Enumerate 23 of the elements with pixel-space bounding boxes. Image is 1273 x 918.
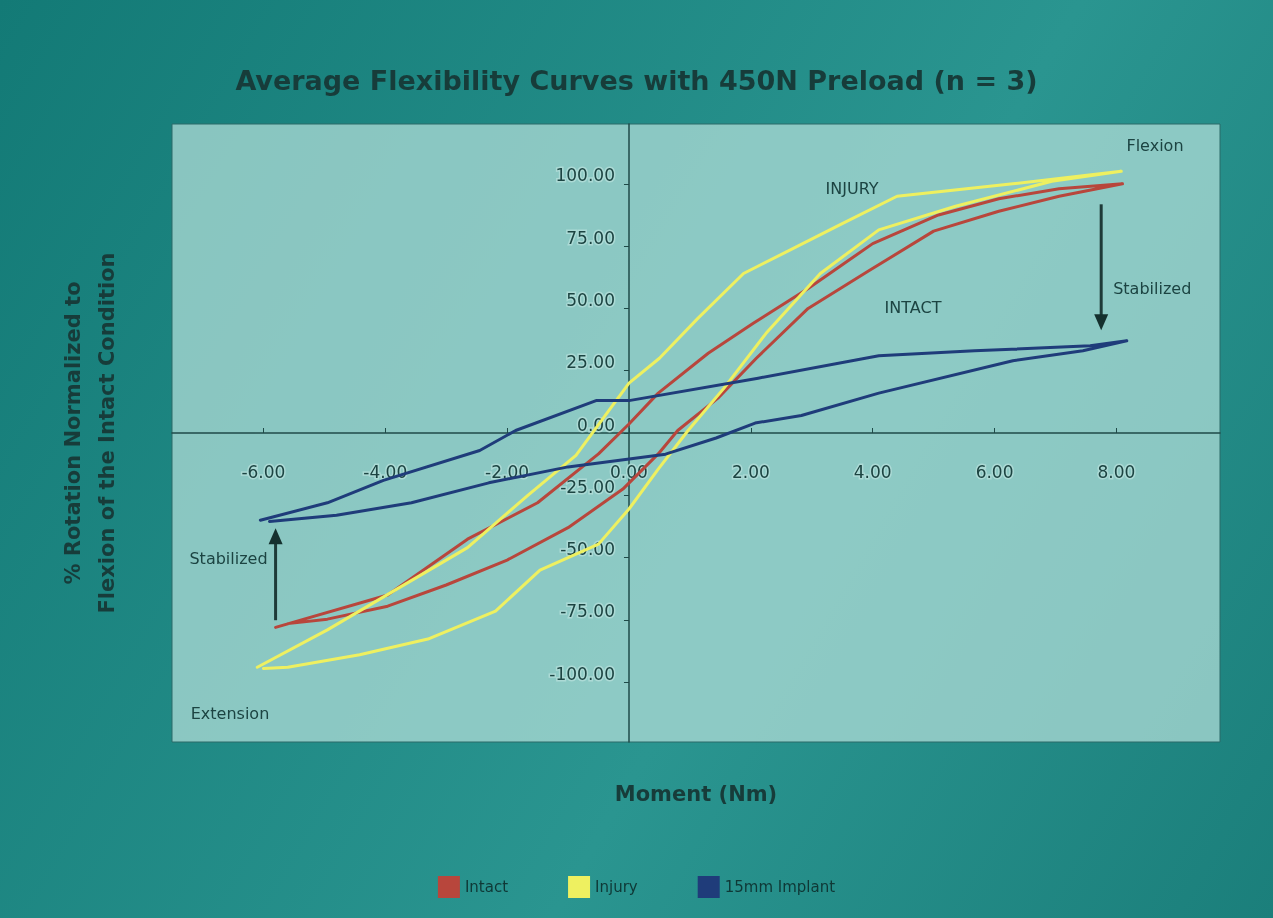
legend-label: Injury <box>595 878 638 896</box>
legend-label: Intact <box>464 878 509 896</box>
annotation: INTACT <box>884 297 942 317</box>
y-tick-label: 50.00 <box>566 289 615 310</box>
x-tick-label: 8.00 <box>1097 461 1136 482</box>
y-tick-label: -100.00 <box>549 663 615 684</box>
x-tick-label: 4.00 <box>853 461 892 482</box>
x-axis-title: Moment (Nm) <box>614 782 778 806</box>
legend-label: 15mm Implant <box>724 878 836 896</box>
y-tick-label: 75.00 <box>566 227 615 248</box>
x-tick-label: 2.00 <box>731 461 770 482</box>
annotation: Flexion <box>1126 135 1184 155</box>
chart-title: Average Flexibility Curves with 450N Preload (n = 3) <box>235 65 1038 96</box>
annotation: Extension <box>190 703 270 723</box>
y-axis-title: % Rotation Normalized to Flexion of the Intact Condition <box>61 252 119 614</box>
annotation: Stabilized <box>1113 278 1192 298</box>
y-tick-label: -75.00 <box>560 601 615 622</box>
annotation: INJURY <box>825 178 879 198</box>
y-tick-label: 100.00 <box>555 165 615 186</box>
x-tick-label: 6.00 <box>975 461 1014 482</box>
x-tick-label: -6.00 <box>241 461 286 482</box>
y-tick-label: 25.00 <box>566 352 615 373</box>
annotation: Stabilized <box>189 548 268 568</box>
